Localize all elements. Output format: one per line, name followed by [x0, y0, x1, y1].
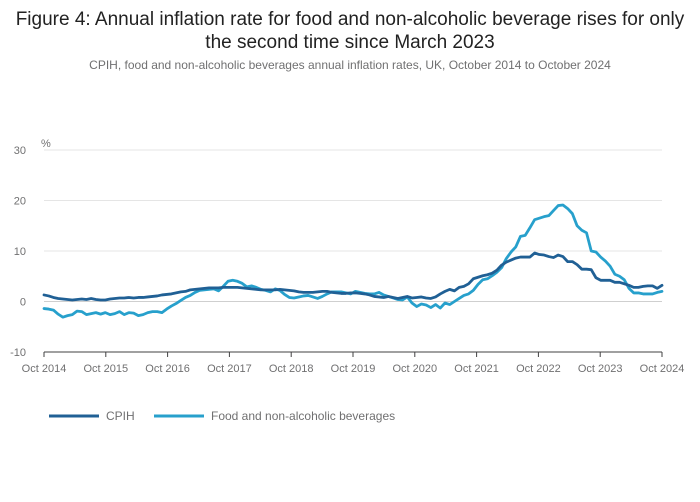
legend-label-food: Food and non-alcoholic beverages [211, 409, 395, 423]
x-tick-label: Oct 2015 [83, 363, 128, 375]
series-lines [42, 203, 664, 319]
y-tick-label: 10 [14, 246, 26, 258]
x-tick-label: Oct 2021 [454, 363, 499, 375]
y-tick-label: -10 [10, 347, 26, 359]
x-tick-label: Oct 2024 [640, 363, 685, 375]
chart-subtitle: CPIH, food and non-alcoholic beverages a… [89, 58, 611, 72]
legend: CPIH Food and non-alcoholic beverages [49, 409, 395, 423]
chart-title: Figure 4: Annual inflation rate for food… [15, 9, 685, 53]
x-tick-label: Oct 2014 [22, 363, 67, 375]
y-tick-label: 20 [14, 196, 26, 208]
x-tick-label: Oct 2019 [331, 363, 376, 375]
y-axis-unit-label: % [41, 138, 51, 150]
x-tick-label: Oct 2020 [392, 363, 437, 375]
y-axis: -10 0 10 20 30% [10, 138, 51, 359]
x-tick-label: Oct 2023 [578, 363, 623, 375]
y-tick-label: 30 [14, 145, 26, 157]
y-tick-label: 0 [20, 297, 26, 309]
x-tick-label: Oct 2017 [207, 363, 252, 375]
series-line-cpih [42, 251, 664, 302]
legend-label-cpih: CPIH [106, 409, 135, 423]
x-tick-label: Oct 2018 [269, 363, 314, 375]
x-tick-label: Oct 2016 [145, 363, 190, 375]
x-axis: Oct 2014 Oct 2015 Oct 2016 Oct 2017 Oct 2018… [22, 351, 685, 375]
x-tick-label: Oct 2022 [516, 363, 561, 375]
gridlines [44, 149, 662, 353]
